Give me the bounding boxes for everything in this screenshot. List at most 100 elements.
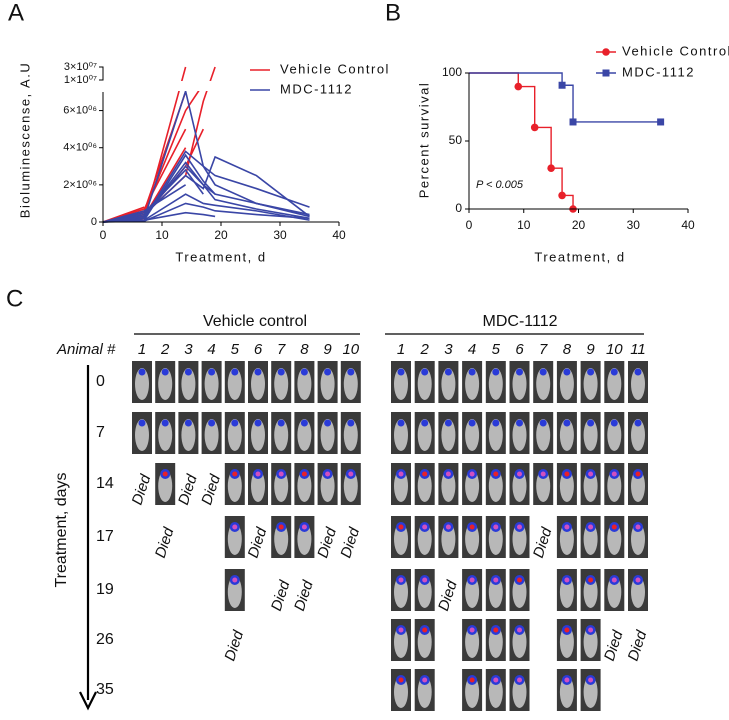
- mouse-body: [465, 368, 480, 400]
- mouse-body: [417, 626, 432, 658]
- signal-core: [517, 627, 522, 633]
- died-label: Died: [245, 525, 271, 560]
- signal-core: [493, 471, 499, 477]
- mouse-body: [512, 576, 527, 608]
- mouse-image: [294, 463, 315, 505]
- day-label: 17: [96, 528, 114, 545]
- signal-core: [493, 627, 499, 633]
- marker: [558, 81, 566, 89]
- mouse-image: [556, 619, 577, 661]
- mouse-image: [580, 516, 601, 558]
- mouse-body: [583, 626, 598, 658]
- marker: [569, 118, 577, 126]
- died-label: Died: [601, 628, 627, 663]
- signal-core: [301, 471, 307, 477]
- x-tick-label: 40: [681, 218, 695, 232]
- signal-core: [493, 677, 499, 683]
- signal: [184, 419, 192, 427]
- signal-core: [469, 677, 475, 683]
- mouse-body: [441, 368, 456, 400]
- mouse-image: [414, 361, 435, 403]
- mouse-body: [158, 368, 173, 400]
- mouse-image: [509, 619, 530, 661]
- mouse-image: [628, 516, 648, 558]
- mouse-image: [462, 361, 483, 403]
- signal: [468, 419, 476, 427]
- mouse-image: [628, 361, 648, 403]
- y-tick-label: 3×10⁰⁷: [64, 61, 97, 73]
- mouse-body: [158, 419, 173, 451]
- data-line: [102, 184, 187, 223]
- animal-number: 1: [397, 341, 405, 358]
- mouse-body: [227, 576, 242, 608]
- signal: [492, 368, 500, 376]
- mouse-body: [181, 368, 196, 400]
- mouse-image: [391, 412, 411, 454]
- mouse-image: [340, 412, 361, 454]
- data-line: [102, 88, 310, 223]
- mouse-body: [441, 523, 456, 555]
- mouse-body: [583, 470, 598, 502]
- mouse-body: [607, 368, 622, 400]
- died-label: Died: [291, 578, 317, 613]
- mouse-body: [251, 419, 265, 451]
- signal: [184, 368, 192, 376]
- signal: [324, 419, 332, 427]
- signal-core: [540, 471, 546, 477]
- mouse-body: [536, 368, 551, 400]
- animal-number: 11: [630, 341, 646, 358]
- mouse-body: [465, 676, 480, 708]
- mouse-image: [340, 361, 361, 403]
- mouse-image: [604, 361, 625, 403]
- day-label: 19: [96, 581, 114, 598]
- data-line: [102, 211, 216, 223]
- mouse-body: [274, 523, 289, 555]
- died-label: Died: [314, 525, 340, 560]
- mouse-image: [556, 361, 577, 403]
- mouse-body: [583, 523, 598, 555]
- signal-core: [611, 471, 617, 477]
- mouse-body: [512, 470, 527, 502]
- signal: [161, 419, 169, 427]
- mouse-image: [509, 361, 530, 403]
- day-label: 26: [96, 631, 114, 648]
- signal-core: [422, 524, 428, 530]
- marker: [657, 118, 665, 126]
- died-label: Died: [198, 472, 224, 507]
- signal-core: [611, 524, 617, 530]
- mouse-image: [580, 361, 601, 403]
- mouse-body: [488, 626, 503, 658]
- legend-marker: [602, 69, 610, 77]
- signal-core: [564, 524, 570, 530]
- mouse-body: [583, 419, 598, 451]
- mouse-image: [294, 516, 315, 558]
- signal: [138, 368, 146, 376]
- mouse-image: [391, 669, 411, 711]
- mouse-image: [155, 463, 176, 505]
- mouse-image: [155, 361, 176, 403]
- x-axis-label: Treatment, d: [534, 249, 625, 264]
- signal-core: [325, 471, 331, 477]
- mouse-image: [580, 412, 601, 454]
- days-axis-label: Treatment, days: [53, 472, 70, 587]
- signal: [539, 419, 547, 427]
- animal-number: 4: [207, 341, 215, 358]
- mouse-body: [583, 576, 598, 608]
- arrow-head: [79, 691, 97, 711]
- animal-number: 8: [563, 341, 572, 358]
- signal-core: [564, 577, 570, 583]
- mouse-image: [462, 412, 483, 454]
- mouse-image: [391, 463, 411, 505]
- x-tick-label: 20: [572, 218, 586, 232]
- mouse-image: [556, 463, 577, 505]
- mouse-body: [465, 576, 480, 608]
- mouse-image: [462, 463, 483, 505]
- animal-number: 2: [160, 341, 170, 358]
- y-tick-label: 100: [442, 65, 462, 79]
- data-line: [102, 155, 310, 223]
- x-tick-label: 10: [155, 228, 169, 242]
- mouse-body: [536, 419, 551, 451]
- signal-core: [232, 471, 238, 477]
- signal: [300, 419, 308, 427]
- mouse-body: [559, 626, 574, 658]
